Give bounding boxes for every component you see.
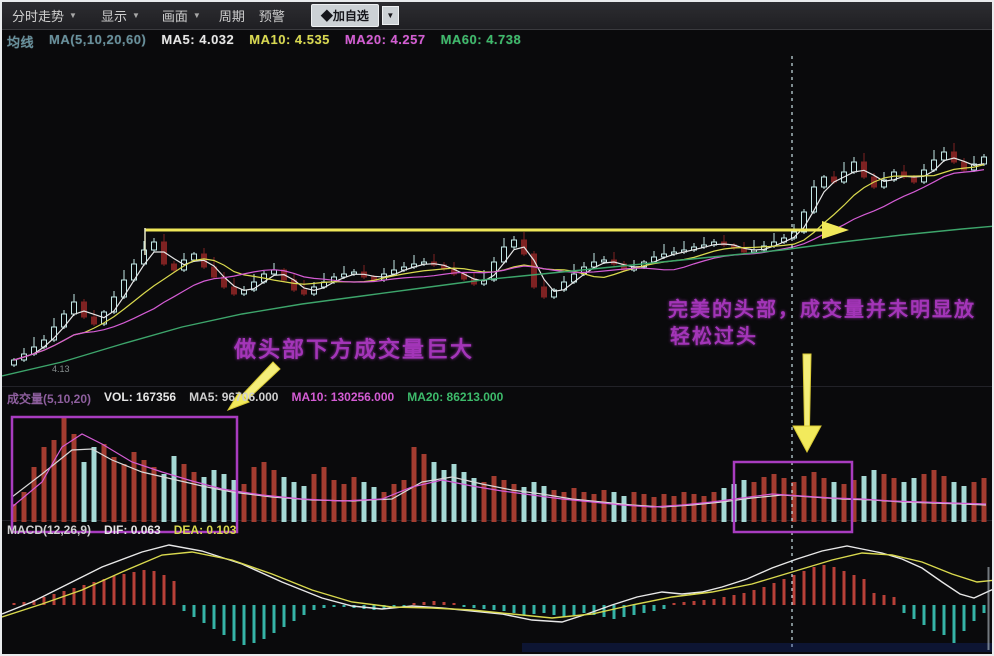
menu-item-alert[interactable]: 预警 bbox=[255, 6, 289, 25]
menu-item-label: 显示 bbox=[100, 9, 127, 24]
chevron-down-icon: ▼ bbox=[69, 11, 77, 20]
macd-dif-value: DIF: 0.063 bbox=[104, 523, 161, 537]
menu-item-label: 分时走势 bbox=[12, 9, 65, 24]
ma20-line bbox=[13, 169, 985, 361]
add-watchlist-dropdown[interactable]: ▼ bbox=[381, 6, 399, 25]
bottom-blue-tint bbox=[522, 643, 992, 652]
volume-ma20-value: MA20: 86213.000 bbox=[407, 390, 504, 404]
macd-dea-value: DEA: 0.103 bbox=[173, 523, 237, 537]
macd-indicator-header: MACD(12,26,9) DIF: 0.063 DEA: 0.103 bbox=[7, 523, 236, 537]
menu-item-timeline[interactable]: 分时走势 ▼ bbox=[8, 6, 81, 25]
ma5-line bbox=[13, 157, 985, 361]
chevron-down-icon: ▼ bbox=[192, 11, 201, 20]
resistance-line-annotation bbox=[144, 221, 849, 255]
annotation-perfect-top-line1: 完美的头部，成交量并未明显放 bbox=[668, 299, 976, 321]
annotation-volume-below-top: 做头部下方成交量巨大 bbox=[234, 337, 475, 362]
dif-line bbox=[2, 544, 992, 623]
ma-header-label: 均线 bbox=[7, 35, 35, 50]
ma20-value: MA20: 4.257 bbox=[344, 32, 426, 47]
right-highlight-rect bbox=[732, 460, 854, 534]
menu-item-label: 画面 bbox=[161, 9, 188, 24]
volume-value: VOL: 167356 bbox=[104, 390, 177, 404]
dea-line bbox=[2, 551, 992, 619]
macd-label: MACD(12,26,9) bbox=[7, 523, 92, 537]
ma60-line bbox=[2, 225, 992, 377]
price-low-label: 4.13 bbox=[52, 364, 70, 374]
volume-bars bbox=[11, 417, 987, 522]
chevron-down-icon: ▼ bbox=[131, 11, 140, 20]
volume-ma-magenta bbox=[11, 433, 987, 508]
down-arrow-icon bbox=[792, 425, 822, 454]
ma5-value: MA5: 4.032 bbox=[161, 32, 235, 47]
pane-separators bbox=[2, 386, 992, 521]
menu-bar: 分时走势 ▼ 显示 ▼ 画面 ▼ 周期 预警 ◆加自选 ▼ bbox=[2, 2, 992, 30]
highlight-rectangles bbox=[10, 415, 854, 534]
down-arrow-shaft bbox=[802, 353, 812, 427]
volume-ma-lines bbox=[11, 433, 987, 508]
menu-item-screen[interactable]: 画面 ▼ bbox=[158, 6, 205, 25]
volume-ma5-value: MA5: 96706.000 bbox=[189, 390, 279, 404]
menu-item-label: 预警 bbox=[258, 9, 285, 24]
macd-histogram bbox=[12, 565, 986, 645]
diagonal-arrow-icon bbox=[226, 391, 250, 411]
menu-item-period[interactable]: 周期 bbox=[215, 6, 249, 25]
menu-item-display[interactable]: 显示 ▼ bbox=[97, 6, 144, 25]
menu-item-label: 周期 bbox=[218, 9, 245, 24]
volume-indicator-header: 成交量(5,10,20) VOL: 167356 MA5: 96706.000 … bbox=[7, 390, 503, 407]
volume-ma10-value: MA10: 130256.000 bbox=[291, 390, 395, 404]
ma10-value: MA10: 4.535 bbox=[249, 32, 330, 47]
ma10-line bbox=[13, 164, 985, 361]
left-highlight-rect bbox=[10, 415, 239, 534]
right-arrowhead-icon bbox=[822, 221, 849, 239]
macd-lines bbox=[2, 544, 992, 623]
ma-header-params: MA(5,10,20,60) bbox=[49, 32, 147, 47]
ma60-value: MA60: 4.738 bbox=[440, 32, 522, 47]
yellow-arrows bbox=[226, 353, 822, 454]
ma-indicator-header: 均线 MA(5,10,20,60) MA5: 4.032 MA10: 4.535… bbox=[7, 32, 521, 51]
volume-label: 成交量(5,10,20) bbox=[7, 392, 92, 406]
add-watchlist-button[interactable]: ◆加自选 bbox=[310, 4, 379, 27]
annotation-perfect-top-line2: 轻松过头 bbox=[670, 326, 758, 348]
